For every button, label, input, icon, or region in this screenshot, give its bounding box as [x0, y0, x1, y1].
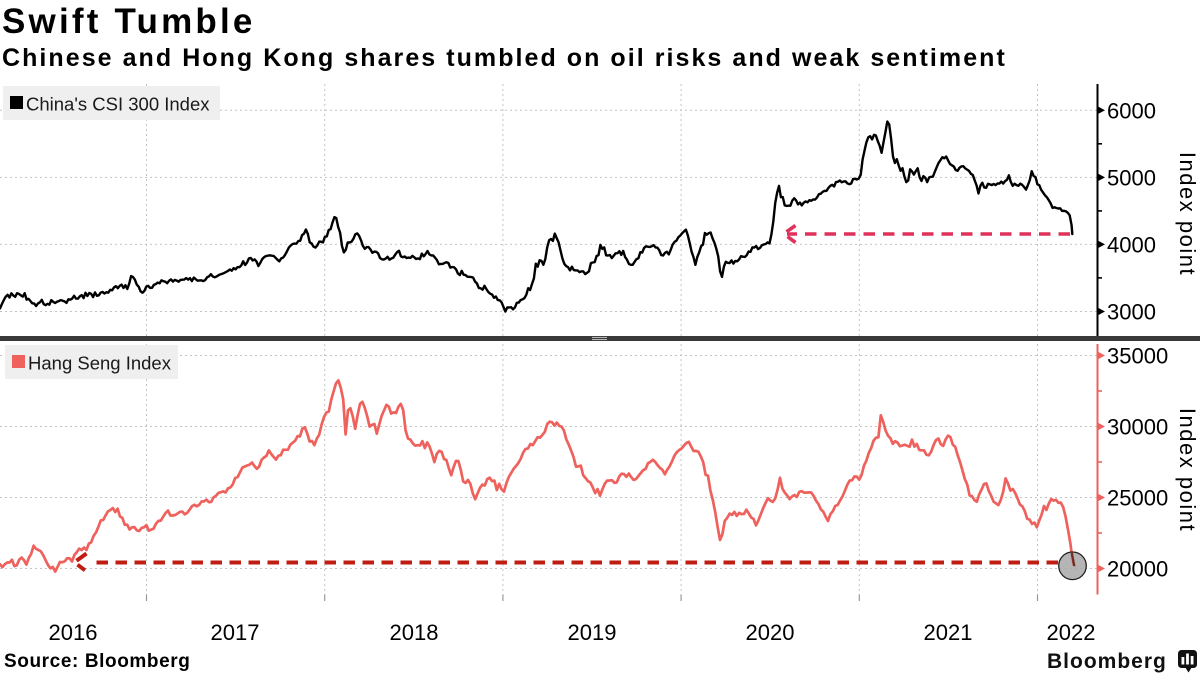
svg-text:4000: 4000 — [1107, 232, 1156, 257]
svg-text:20000: 20000 — [1107, 557, 1168, 582]
svg-text:30000: 30000 — [1107, 415, 1168, 440]
svg-text:2019: 2019 — [568, 620, 617, 645]
svg-text:3000: 3000 — [1107, 300, 1156, 325]
svg-text:China's CSI 300 Index: China's CSI 300 Index — [26, 94, 210, 115]
svg-text:2017: 2017 — [211, 620, 260, 645]
svg-text:Index point: Index point — [1175, 408, 1200, 532]
svg-text:Hang Seng Index: Hang Seng Index — [28, 353, 172, 374]
svg-text:2018: 2018 — [390, 620, 439, 645]
svg-text:6000: 6000 — [1107, 98, 1156, 123]
svg-text:2021: 2021 — [924, 620, 973, 645]
svg-text:Bloomberg: Bloomberg — [1047, 650, 1167, 673]
svg-text:2022: 2022 — [1047, 620, 1096, 645]
svg-text:25000: 25000 — [1107, 486, 1168, 511]
svg-text:Swift Tumble: Swift Tumble — [2, 2, 256, 41]
svg-text:5000: 5000 — [1107, 165, 1156, 190]
svg-text:2016: 2016 — [49, 620, 98, 645]
svg-text:2020: 2020 — [746, 620, 795, 645]
svg-text:35000: 35000 — [1107, 344, 1168, 369]
svg-text:Source: Bloomberg: Source: Bloomberg — [4, 651, 191, 672]
svg-text:Chinese and Hong Kong shares t: Chinese and Hong Kong shares tumbled on … — [2, 44, 1007, 72]
svg-text:Index point: Index point — [1175, 152, 1200, 276]
